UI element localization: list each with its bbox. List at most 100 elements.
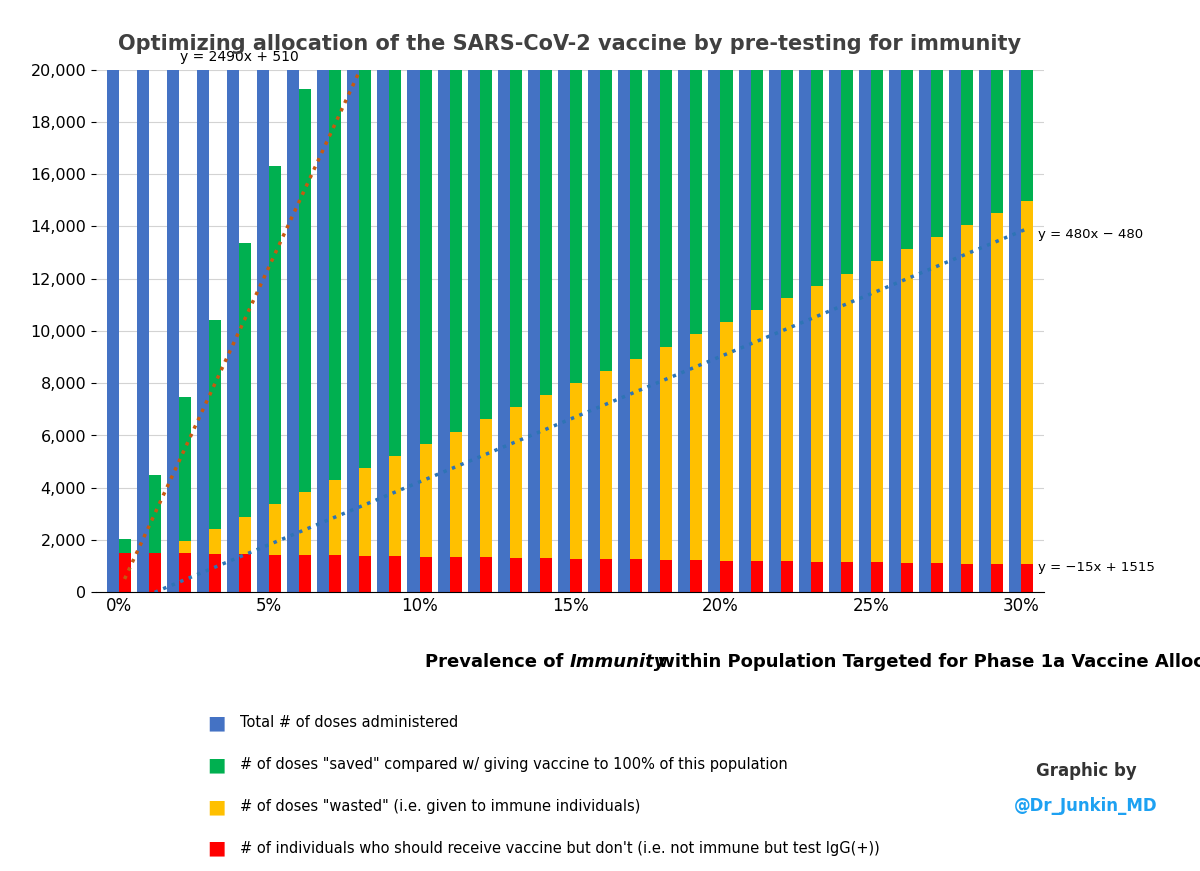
Bar [901,563,913,592]
Bar [408,70,420,592]
Bar [961,225,973,564]
Bar [648,70,660,592]
Bar [811,0,823,286]
Bar [510,557,522,592]
Bar [359,468,371,556]
Bar [179,397,191,541]
Text: y = 2490x + 510: y = 2490x + 510 [180,51,299,64]
Bar [390,0,402,456]
Bar [841,0,853,273]
Bar [750,310,763,561]
Bar [450,0,462,432]
Text: # of individuals who should receive vaccine but don't (i.e. not immune but test : # of individuals who should receive vacc… [240,841,880,856]
Bar [510,408,522,557]
Bar [209,554,221,592]
Bar [600,559,612,592]
Bar [269,555,281,592]
Text: ■: ■ [206,713,226,733]
Bar [931,564,943,592]
Bar [317,70,329,592]
Bar [329,11,341,480]
Text: y = 480x − 480: y = 480x − 480 [1038,228,1144,240]
Bar [991,213,1003,564]
Bar [558,70,570,592]
Bar [570,383,582,558]
Bar [690,334,702,560]
Bar [510,0,522,408]
Text: ■: ■ [206,839,226,858]
Bar [829,70,841,592]
Bar [811,562,823,592]
Bar [799,70,811,592]
Bar [329,556,341,592]
Bar [227,70,239,592]
Bar [901,0,913,249]
Bar [239,243,251,517]
Text: @Dr_Junkin_MD: @Dr_Junkin_MD [1014,797,1158,814]
Bar [438,70,450,592]
Bar [540,0,552,395]
Bar [468,70,480,592]
Bar [528,70,540,592]
Bar [931,237,943,564]
Bar [690,0,702,334]
Bar [979,70,991,592]
Text: ■: ■ [206,755,226,774]
Bar [239,517,251,554]
Bar [630,0,642,359]
Bar [119,553,131,592]
Bar [678,70,690,592]
Bar [359,556,371,592]
Bar [1021,0,1033,200]
Bar [901,249,913,563]
Text: Graphic by: Graphic by [1036,762,1136,780]
Text: y = −15x + 1515: y = −15x + 1515 [1038,561,1154,574]
Bar [420,443,432,557]
Bar [540,558,552,592]
Bar [107,70,119,592]
Bar [179,541,191,553]
Bar [390,557,402,592]
Bar [781,298,793,561]
Text: ■: ■ [206,797,226,816]
Bar [257,70,269,592]
Bar [769,70,781,592]
Bar [690,560,702,592]
Bar [750,561,763,592]
Bar [299,89,311,492]
Bar [600,371,612,559]
Bar [299,555,311,592]
Bar [269,165,281,504]
Bar [480,0,492,420]
Bar [239,554,251,592]
Bar [197,70,209,592]
Bar [949,70,961,592]
Bar [119,539,131,553]
Bar [889,70,901,592]
Bar [209,529,221,554]
Bar [1009,70,1021,592]
Bar [961,564,973,592]
Text: # of doses "wasted" (i.e. given to immune individuals): # of doses "wasted" (i.e. given to immun… [240,799,641,814]
Bar [540,395,552,558]
Bar [498,70,510,592]
Text: Total # of doses administered: Total # of doses administered [240,715,458,731]
Bar [600,0,612,371]
Bar [708,70,720,592]
Bar [588,70,600,592]
Bar [750,0,763,310]
Text: within Population Targeted for Phase 1a Vaccine Allocation: within Population Targeted for Phase 1a … [652,653,1200,671]
Bar [738,70,750,592]
Bar [841,273,853,562]
Bar [359,0,371,468]
Bar [991,564,1003,592]
Title: Optimizing allocation of the SARS-CoV-2 vaccine by pre-testing for immunity: Optimizing allocation of the SARS-CoV-2 … [119,34,1021,54]
Bar [961,0,973,225]
Bar [420,0,432,443]
Bar [450,557,462,592]
Bar [841,562,853,592]
Bar [287,70,299,592]
Bar [269,504,281,555]
Bar [570,558,582,592]
Bar [149,553,161,592]
